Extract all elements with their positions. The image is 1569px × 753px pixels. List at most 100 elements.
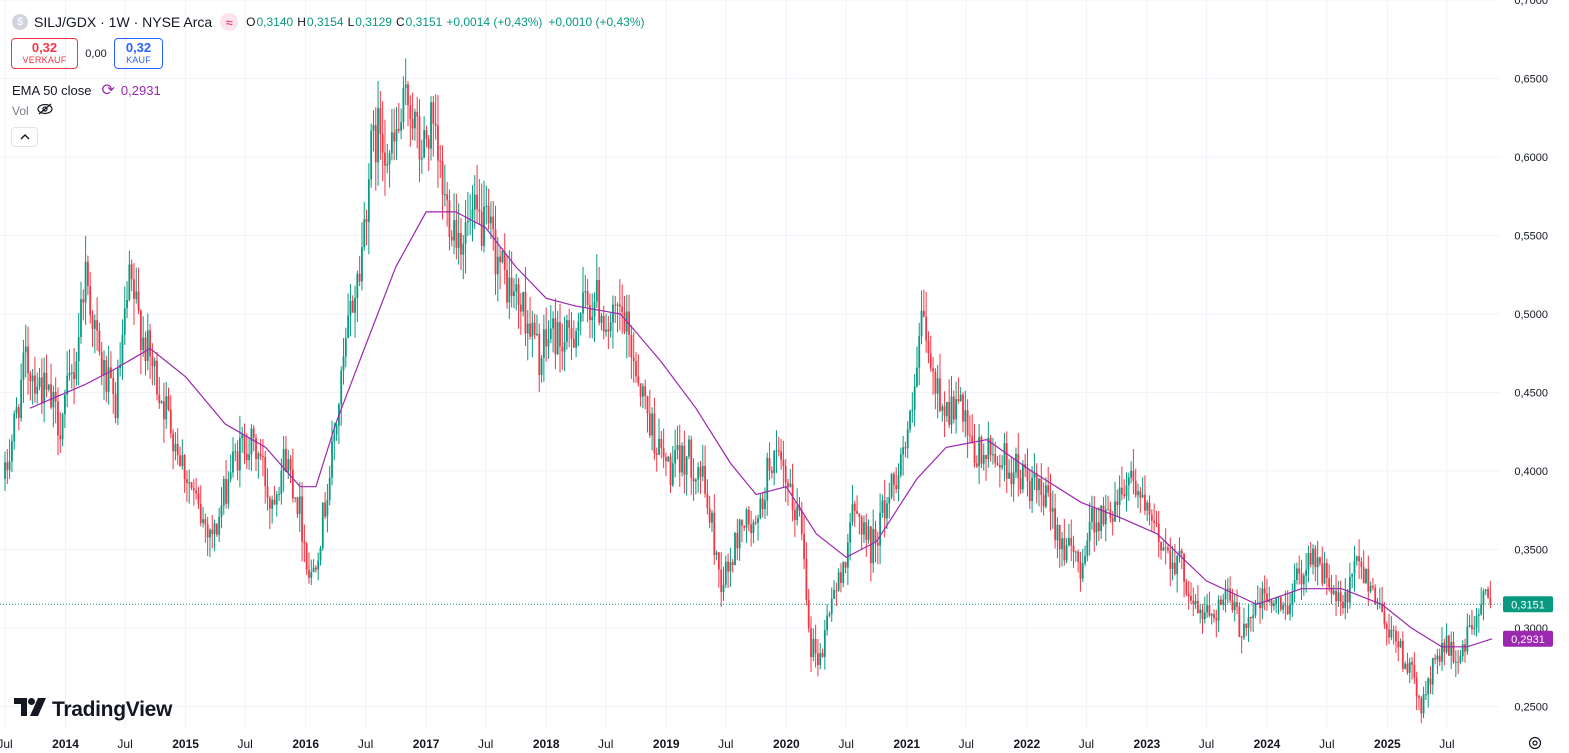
gear-icon[interactable] [1528, 736, 1542, 753]
candle [291, 448, 294, 503]
wave-icon[interactable]: ≈ [220, 13, 239, 31]
candle [1215, 609, 1218, 638]
candle [1348, 562, 1351, 609]
candle [234, 443, 237, 462]
candle-body [837, 572, 840, 591]
candle [1263, 575, 1266, 611]
candle [351, 295, 354, 313]
buy-button[interactable]: 0,32 KAUF [114, 38, 163, 69]
collapse-legend-button[interactable] [11, 127, 38, 147]
candle [1378, 587, 1381, 609]
candle-body [1344, 591, 1347, 609]
candle [890, 472, 893, 500]
candle-body [218, 516, 221, 535]
candle [153, 357, 156, 386]
candle [91, 310, 94, 347]
candle [526, 309, 529, 361]
candle-body [536, 333, 538, 336]
candle-body [1051, 508, 1054, 512]
candle [697, 462, 700, 493]
candle [1040, 463, 1043, 513]
eye-slash-icon[interactable] [37, 103, 53, 118]
candle-body [1148, 502, 1151, 515]
candle [918, 322, 921, 386]
candle [365, 209, 368, 246]
candle-body [312, 567, 315, 573]
candle [1010, 456, 1013, 497]
candle-body [865, 522, 868, 540]
candle [473, 175, 476, 230]
candle-body [764, 500, 766, 510]
candle-body [464, 222, 467, 244]
candle-body [1256, 602, 1259, 604]
candle [547, 320, 550, 359]
candle-body [1252, 615, 1255, 619]
ema-legend[interactable]: EMA 50 close ⟳ 0,2931 [12, 80, 161, 100]
candle-body [446, 194, 449, 201]
candle-body [784, 465, 787, 483]
candle-body [600, 315, 603, 323]
x-tick-label: Jul [237, 737, 252, 751]
candle-body [612, 304, 614, 323]
candle-body [1314, 548, 1317, 568]
candle-body [107, 367, 110, 392]
candle [879, 493, 881, 565]
candle-body [1003, 443, 1006, 466]
candle [902, 435, 905, 476]
candle-body [724, 561, 727, 585]
candle [271, 495, 274, 524]
candle-body [411, 119, 414, 129]
candle-body [1155, 522, 1158, 524]
candle-body [167, 396, 170, 410]
sell-button[interactable]: 0,32 VERKAUF [11, 38, 78, 69]
candle-body [1229, 588, 1232, 601]
candle-body [24, 346, 27, 353]
candle-body [425, 130, 428, 139]
candle [386, 143, 389, 174]
candle-body [1355, 556, 1358, 561]
candle-body [1309, 553, 1312, 565]
candle [701, 444, 704, 482]
symbol-header: $ SILJ/GDX · 1W · NYSE Arca ≈ O0,3140 H0… [12, 12, 651, 32]
candle [598, 266, 601, 326]
candle-body [522, 292, 525, 312]
candle [706, 479, 709, 515]
candle [1466, 613, 1469, 655]
symbol-logo-icon[interactable]: $ [12, 14, 28, 30]
volume-legend[interactable]: Vol [12, 103, 53, 118]
ema-label: EMA 50 close [12, 82, 92, 98]
candle-body [268, 497, 271, 509]
candle [317, 552, 320, 581]
candle [607, 315, 610, 350]
candle-body [1058, 524, 1061, 549]
candle-body [84, 261, 87, 303]
refresh-icon[interactable]: ⟳ [101, 82, 115, 99]
candle-body [349, 300, 352, 316]
candle [1307, 545, 1310, 583]
candle [1056, 517, 1059, 559]
tradingview-logo[interactable]: TradingView [14, 698, 172, 722]
candle [713, 494, 716, 565]
candle-body [257, 453, 260, 460]
x-tick-label: Jul [1199, 737, 1214, 751]
candle-body [842, 562, 845, 583]
candle-body [992, 454, 994, 456]
candle-body [936, 378, 939, 394]
candle [1434, 654, 1436, 665]
candle [1134, 468, 1137, 498]
candle [181, 439, 184, 470]
candle-body [1339, 592, 1342, 602]
candle-body [745, 509, 748, 528]
candle-body [591, 316, 594, 321]
candle-body [1293, 579, 1296, 592]
candle [671, 445, 674, 488]
candle-body [1208, 605, 1211, 616]
candle [948, 379, 951, 429]
symbol-title[interactable]: SILJ/GDX · 1W · NYSE Arca [34, 14, 213, 30]
tradingview-logo-icon [14, 698, 46, 722]
candle [1058, 524, 1061, 568]
candle-body [1095, 522, 1098, 533]
candle-body [1346, 591, 1349, 603]
